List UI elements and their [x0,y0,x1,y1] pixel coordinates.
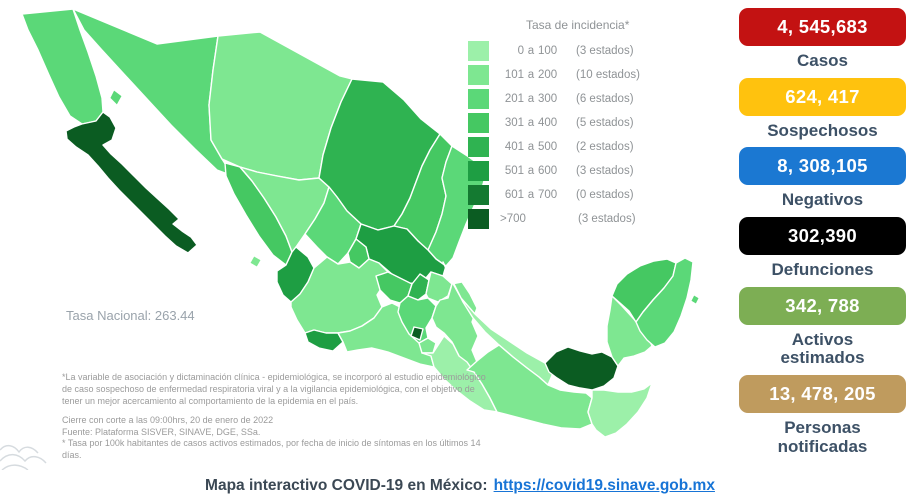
islas-marias-icon [249,255,262,268]
legend-count: (2 estados) [576,141,634,153]
legend-swatch [468,113,489,133]
stat-value: 302,390 [788,225,857,247]
footer-link[interactable]: https://covid19.sinave.gob.mx [493,477,715,494]
legend-swatch [468,185,489,205]
legend-range: >700 [500,213,526,225]
legend-item: 201 a 300 (6 estados) [468,87,678,111]
stat-value: 4, 545,683 [777,16,868,37]
footnote-line: Fuente: Plataforma SISVER, SINAVE, DGE, … [62,426,261,437]
footer-text: Mapa interactivo COVID-19 en México: [205,477,488,494]
stat-value-box-casos: 4, 545,683 [739,8,906,46]
state-morelos[interactable] [418,337,437,354]
state-tabasco[interactable] [544,346,619,391]
state-colima[interactable] [304,329,344,352]
legend-range: 201 a 300 [504,93,558,105]
stat-value-box-personas-notificadas: 13, 478, 205 [739,375,906,414]
stat-label: Negativos [781,190,864,210]
stat-value: 342, 788 [785,294,860,316]
legend-count: (3 estados) [576,165,634,177]
legend-count: (10 estados) [576,69,640,81]
stat-casos: 4, 545,683 Casos [739,8,906,71]
stat-label: Activos estimados [780,329,865,368]
incidence-legend: Tasa de incidencia* 0 a 100 (3 estados) 101 a… [468,18,678,231]
stat-sospechosos: 624, 417 Sospechosos [739,77,906,141]
legend-item: 401 a 500 (2 estados) [468,135,678,159]
stat-value: 624, 417 [785,85,860,107]
legend-count: (5 estados) [576,117,634,129]
stat-label: Casos [796,51,849,70]
legend-count: (3 estados) [576,45,634,57]
stat-activos-estimados: 342, 788 Activos estimados [739,286,906,368]
stats-panel: 4, 545,683 Casos 624, 417 Sospechosos 8, 308… [739,8,906,464]
legend-swatch [468,89,489,109]
stat-personas-notificadas: 13, 478, 205 Personas notificadas [739,375,906,456]
stat-negativos: 8, 308,105 Negativos [739,147,906,210]
legend-items: 0 a 100 (3 estados) 101 a 200 (10 estados) 201 a 3… [468,39,678,231]
legend-range: 301 a 400 [504,117,558,129]
stat-value-box-activos-estimados: 342, 788 [739,286,906,325]
footnote-paragraph: *La variable de asociación y dictaminaci… [62,372,486,406]
stat-value: 8, 308,105 [777,155,868,177]
stat-defunciones: 302,390 Defunciones [739,217,906,280]
footnote-line: Cierre con corte a las 09:00hrs, 20 de e… [62,414,274,425]
stat-label: Personas notificadas [777,418,868,456]
legend-item: 601 a 700 (0 estados) [468,183,678,207]
stat-value-box-sospechosos: 624, 417 [739,77,906,116]
legend-swatch [468,65,489,85]
legend-item: 0 a 100 (3 estados) [468,39,678,63]
legend-swatch [468,209,489,229]
stat-label: Defunciones [771,260,874,280]
decorative-waves [0,445,47,470]
legend-count: (3 estados) [578,213,636,225]
legend-count: (6 estados) [576,93,634,105]
state-mexico-state[interactable] [397,295,437,344]
state-quintana-roo[interactable] [635,257,694,348]
legend-swatch [468,137,489,157]
legend-range: 501 a 600 [504,165,558,177]
legend-title: Tasa de incidencia* [526,18,630,32]
footnote-lines: Cierre con corte a las 09:00hrs, 20 de e… [62,415,494,463]
legend-range: 101 a 200 [504,69,558,81]
national-rate: Tasa Nacional: 263.44 [66,308,195,323]
state-baja-california-sur[interactable] [65,111,198,254]
state-cdmx[interactable] [410,326,424,341]
legend-range: 601 a 700 [504,189,558,201]
legend-item: 501 a 600 (3 estados) [468,159,678,183]
isla-tiburon-icon [109,89,123,106]
stat-label: Sospechosos [767,120,878,140]
legend-item: 101 a 200 (10 estados) [468,63,678,87]
legend-range: 401 a 500 [504,141,558,153]
legend-swatch [468,41,489,61]
footnotes: *La variable de asociación y dictaminaci… [62,372,494,462]
legend-count: (0 estados) [576,189,634,201]
legend-range: 0 a 100 [517,45,558,57]
footnote-line: * Tasa por 100k habitantes de casos acti… [62,438,481,461]
stat-value-box-defunciones: 302,390 [739,217,906,256]
legend-item: >700 (3 estados) [468,207,678,231]
legend-item: 301 a 400 (5 estados) [468,111,678,135]
mexico-map [0,8,700,470]
stat-value: 13, 478, 205 [769,383,876,405]
legend-swatch [468,161,489,181]
state-chiapas[interactable] [587,382,653,438]
footer: Mapa interactivo COVID-19 en México: http… [0,477,920,495]
isla-cozumel-icon [690,294,700,305]
stat-value-box-negativos: 8, 308,105 [739,147,906,186]
